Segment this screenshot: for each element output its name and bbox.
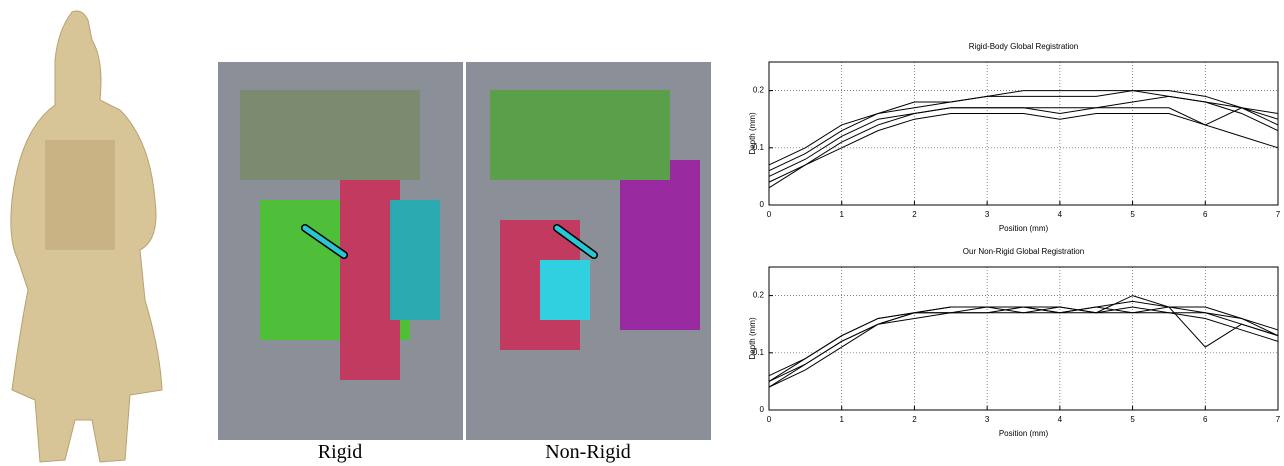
plot-frame bbox=[769, 62, 1278, 205]
x-tick-label: 5 bbox=[1130, 415, 1135, 424]
x-tick-label: 6 bbox=[1203, 210, 1208, 219]
chart-title: Rigid-Body Global Registration bbox=[969, 42, 1078, 51]
y-tick-label: 0.2 bbox=[753, 86, 765, 95]
x-tick-label: 6 bbox=[1203, 415, 1208, 424]
statue-render bbox=[11, 11, 162, 462]
x-tick-label: 3 bbox=[985, 210, 990, 219]
nonrigid-panel bbox=[466, 62, 711, 440]
plot-frame bbox=[769, 267, 1278, 410]
line bbox=[769, 96, 1278, 176]
x-tick-label: 7 bbox=[1276, 415, 1281, 424]
x-tick-label: 1 bbox=[839, 415, 844, 424]
x-tick-label: 4 bbox=[1058, 210, 1063, 219]
y-tick-label: 0.1 bbox=[753, 143, 765, 152]
x-tick-label: 0 bbox=[767, 415, 772, 424]
y-tick-label: 0 bbox=[760, 405, 765, 414]
y-tick-label: 0.2 bbox=[753, 291, 765, 300]
x-axis-label: Position (mm) bbox=[999, 224, 1049, 233]
caption: Non-Rigid bbox=[545, 441, 631, 463]
x-tick-label: 1 bbox=[839, 210, 844, 219]
y-tick-label: 0.1 bbox=[753, 348, 765, 357]
x-tick-label: 4 bbox=[1058, 415, 1063, 424]
x-tick-label: 5 bbox=[1130, 210, 1135, 219]
patch bbox=[540, 260, 590, 320]
y-tick-label: 0 bbox=[760, 200, 765, 209]
armor bbox=[45, 140, 115, 250]
x-tick-label: 7 bbox=[1276, 210, 1281, 219]
charts: Rigid-Body Global Registration Position (… bbox=[748, 42, 1281, 438]
line bbox=[769, 307, 1278, 387]
line bbox=[769, 296, 1278, 388]
x-tick-label: 2 bbox=[912, 415, 917, 424]
rigid-panel bbox=[218, 62, 463, 440]
patch bbox=[390, 200, 440, 320]
x-tick-label: 3 bbox=[985, 415, 990, 424]
chart-title: Our Non-Rigid Global Registration bbox=[963, 247, 1084, 256]
patch bbox=[490, 90, 670, 180]
figure: Rigid Non-Rigid Rigid-Body Global Regist… bbox=[0, 0, 1284, 466]
patch bbox=[240, 90, 420, 180]
x-tick-label: 0 bbox=[767, 210, 772, 219]
x-tick-label: 2 bbox=[912, 210, 917, 219]
caption: Rigid bbox=[318, 441, 362, 463]
patch bbox=[620, 160, 700, 330]
line bbox=[769, 91, 1278, 171]
x-axis-label: Position (mm) bbox=[999, 429, 1049, 438]
